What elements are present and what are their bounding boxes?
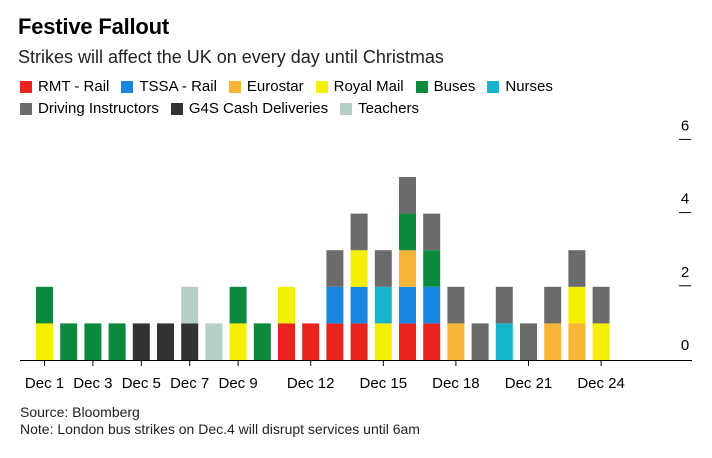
legend-label: G4S Cash Deliveries: [188, 100, 329, 117]
bar-segment: [423, 323, 441, 360]
legend-swatch: [228, 81, 241, 93]
bar-segment: [520, 323, 537, 360]
chart-subtitle: Strikes will affect the UK on every day …: [18, 47, 444, 67]
x-tick-label: Dec 3: [73, 375, 112, 392]
bar-segment: [447, 286, 465, 324]
bar-segment: [36, 286, 53, 324]
bar-segment: [399, 250, 416, 287]
legend-label: Buses: [433, 78, 476, 95]
y-tick-label: 0: [681, 337, 689, 354]
legend-item: Teachers: [340, 99, 419, 119]
bar-segment: [350, 213, 368, 251]
bar-segment: [326, 286, 344, 324]
bar-segment: [205, 323, 223, 360]
bar-segment: [350, 286, 368, 324]
legend-item: Buses: [415, 77, 476, 97]
bar-segment: [229, 286, 247, 324]
bar-segment: [568, 323, 586, 360]
bar-segment: [181, 323, 199, 360]
y-tick-label: 6: [681, 117, 689, 134]
bar-segment: [399, 213, 416, 251]
bar-segment: [36, 323, 53, 360]
bar-segment: [423, 250, 441, 287]
source-note: Source: Bloomberg: [20, 404, 140, 420]
legend-swatch: [340, 103, 353, 115]
legend-label: Teachers: [358, 100, 419, 117]
x-tick-label: Dec 7: [170, 375, 209, 392]
bar-segment: [495, 323, 513, 360]
bar-segment: [326, 323, 344, 360]
legend-item: TSSA - Rail: [121, 77, 217, 97]
legend-swatch: [20, 103, 32, 115]
legend: RMT - Rail TSSA - Rail Eurostar Royal Mail B…: [20, 77, 680, 121]
legend-swatch: [20, 81, 32, 93]
bar-segment: [544, 286, 562, 324]
legend-item: Royal Mail: [315, 77, 404, 97]
legend-label: Nurses: [505, 78, 553, 95]
legend-item: Driving Instructors: [20, 99, 159, 119]
legend-swatch: [170, 103, 183, 115]
bar-segment: [278, 323, 295, 360]
bar-segment: [181, 286, 199, 324]
bar-segment: [157, 323, 174, 360]
x-tick-label: Dec 15: [360, 375, 408, 392]
bar-segment: [253, 323, 271, 360]
legend-swatch: [415, 81, 428, 93]
bar-segment: [132, 323, 150, 360]
bar-segment: [592, 286, 610, 324]
bar-segment: [326, 250, 344, 287]
bar-segment: [84, 323, 102, 360]
bar-segment: [399, 286, 416, 324]
bar-segment: [447, 323, 465, 360]
bar-segment: [568, 286, 586, 324]
bar-segment: [350, 250, 368, 287]
legend-item: RMT - Rail: [20, 77, 109, 97]
bar-segment: [350, 323, 368, 360]
legend-label: RMT - Rail: [38, 78, 110, 95]
x-tick-label: Dec 5: [122, 375, 161, 392]
bar-segment: [108, 323, 126, 360]
x-tick-label: Dec 21: [505, 375, 553, 392]
bar-segment: [544, 323, 562, 360]
bar-segment: [302, 323, 320, 360]
legend-item: G4S Cash Deliveries: [170, 99, 329, 119]
legend-swatch: [487, 81, 500, 93]
bar-segment: [423, 286, 441, 324]
legend-label: Eurostar: [246, 78, 304, 95]
bar-segment: [568, 250, 586, 287]
bar-segment: [374, 286, 392, 324]
y-tick-label: 4: [681, 191, 689, 208]
bar-segment: [374, 250, 392, 287]
legend-swatch: [315, 81, 328, 93]
x-tick-label: Dec 9: [219, 375, 258, 392]
bar-segment: [592, 323, 610, 360]
legend-item: Nurses: [487, 77, 553, 97]
bar-segment: [399, 177, 416, 214]
x-tick-label: Dec 12: [287, 375, 335, 392]
y-tick-label: 2: [681, 264, 689, 281]
footnote: Note: London bus strikes on Dec.4 will d…: [20, 421, 420, 437]
chart-title: Festive Fallout: [18, 14, 170, 39]
x-tick-label: Dec 24: [577, 375, 625, 392]
x-tick-label: Dec 18: [432, 375, 480, 392]
legend-label: TSSA - Rail: [139, 78, 217, 95]
bar-segment: [374, 323, 392, 360]
bar-segment: [229, 323, 247, 360]
legend-swatch: [121, 81, 134, 93]
legend-label: Royal Mail: [333, 78, 404, 95]
bar-segment: [399, 323, 416, 360]
legend-label: Driving Instructors: [38, 100, 159, 117]
bar-segment: [495, 286, 513, 324]
x-tick-label: Dec 1: [25, 375, 64, 392]
legend-item: Eurostar: [228, 77, 304, 97]
bar-segment: [471, 323, 489, 360]
bar-segment: [423, 213, 441, 251]
bar-segment: [278, 286, 295, 324]
bar-segment: [60, 323, 78, 360]
